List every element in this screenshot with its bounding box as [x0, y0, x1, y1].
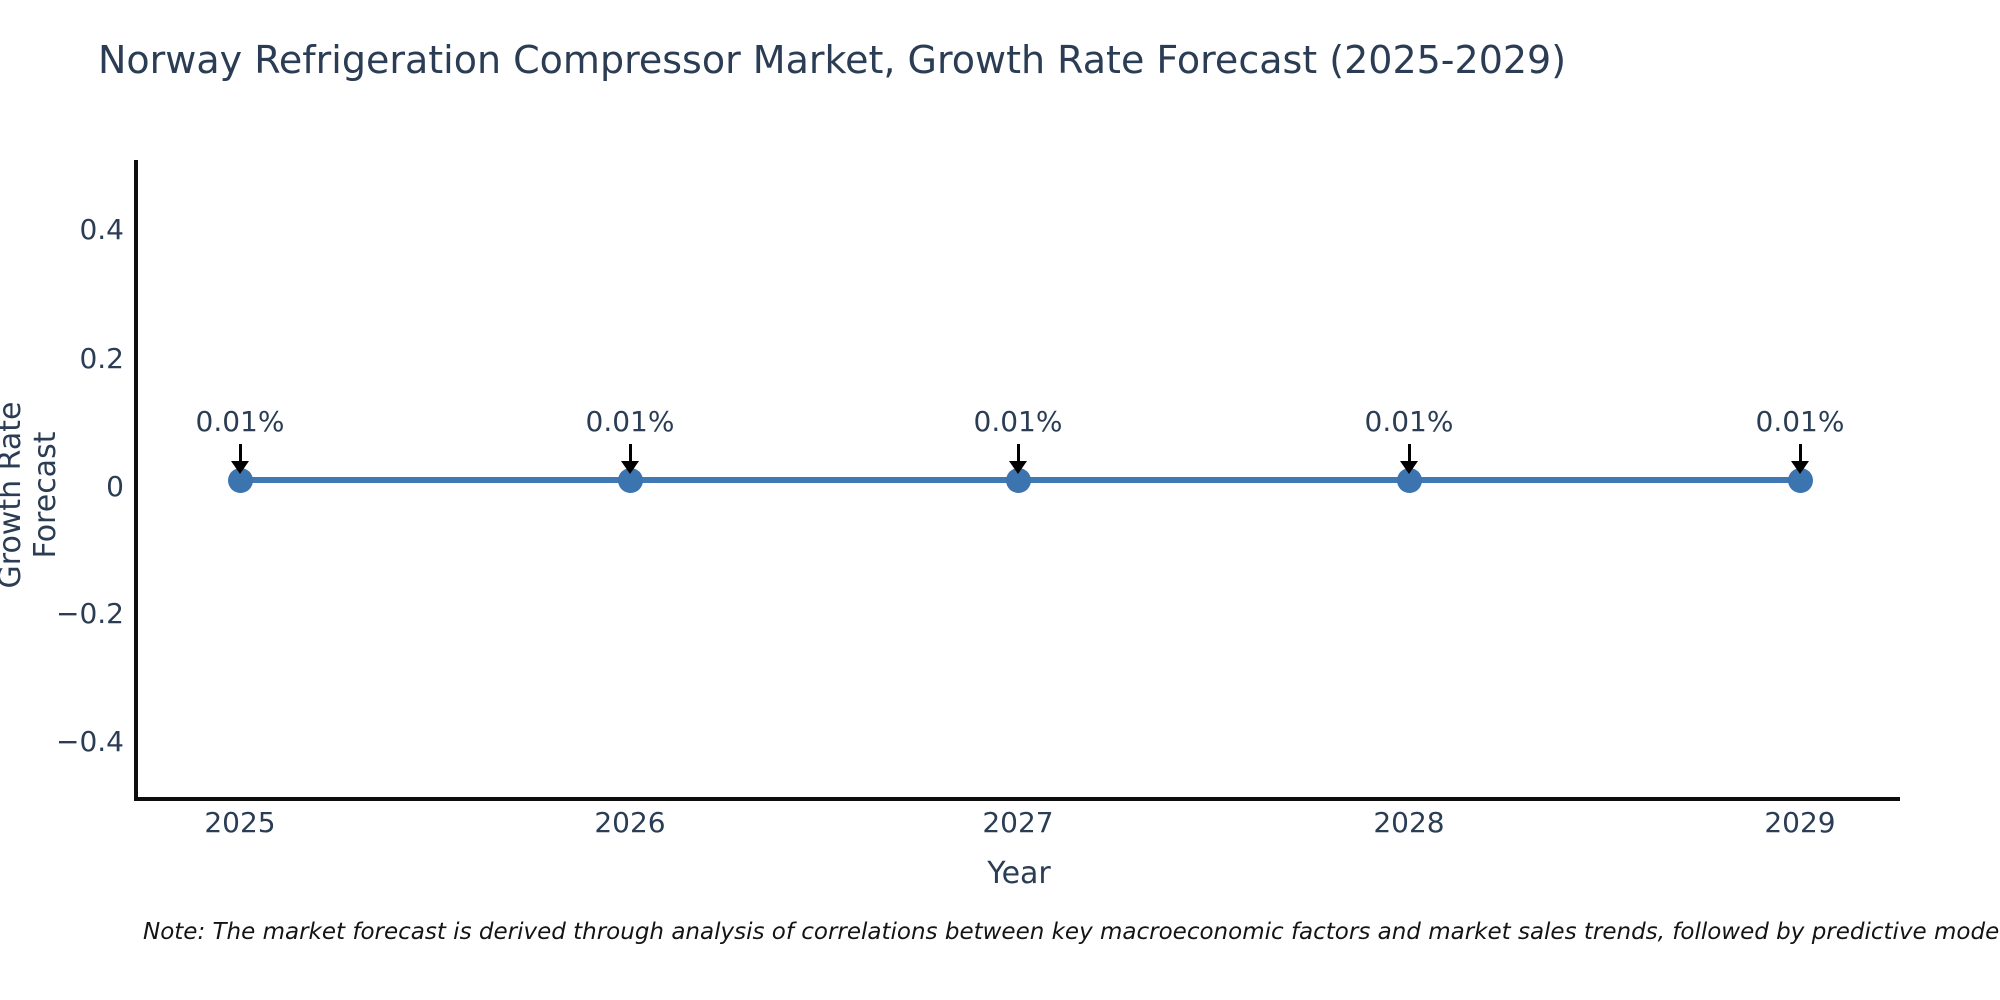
- chart-title: Norway Refrigeration Compressor Market, …: [98, 38, 1567, 82]
- annotation-arrowhead-icon: [1009, 461, 1027, 474]
- point-annotation-label: 0.01%: [585, 405, 675, 438]
- annotation-arrow: [1017, 444, 1020, 462]
- annotation-arrowhead-icon: [231, 461, 249, 474]
- footnote: Note: The market forecast is derived thr…: [143, 919, 2000, 945]
- x-tick-label: 2028: [1373, 806, 1445, 839]
- annotation-arrow: [1408, 444, 1411, 462]
- y-tick-label: −0.4: [56, 725, 124, 758]
- y-tick-label: −0.2: [56, 597, 124, 630]
- y-tick-label: 0.4: [79, 213, 124, 246]
- annotation-arrowhead-icon: [1400, 461, 1418, 474]
- x-tick-label: 2025: [204, 806, 276, 839]
- annotation-arrowhead-icon: [1791, 461, 1809, 474]
- point-annotation-label: 0.01%: [1364, 405, 1454, 438]
- y-tick-label: 0.2: [79, 342, 124, 375]
- x-tick-label: 2029: [1764, 806, 1836, 839]
- y-axis-line: [134, 160, 138, 801]
- x-axis-line: [134, 797, 1900, 801]
- y-tick-label: 0: [106, 470, 124, 503]
- annotation-arrow: [629, 444, 632, 462]
- x-axis-title: Year: [987, 856, 1051, 891]
- annotation-arrow: [239, 444, 242, 462]
- y-axis-title: Growth Rate Forecast: [0, 401, 63, 589]
- point-annotation-label: 0.01%: [1755, 405, 1845, 438]
- x-tick-label: 2026: [594, 806, 666, 839]
- x-tick-label: 2027: [982, 806, 1054, 839]
- annotation-arrowhead-icon: [621, 461, 639, 474]
- point-annotation-label: 0.01%: [973, 405, 1063, 438]
- annotation-arrow: [1799, 444, 1802, 462]
- point-annotation-label: 0.01%: [195, 405, 285, 438]
